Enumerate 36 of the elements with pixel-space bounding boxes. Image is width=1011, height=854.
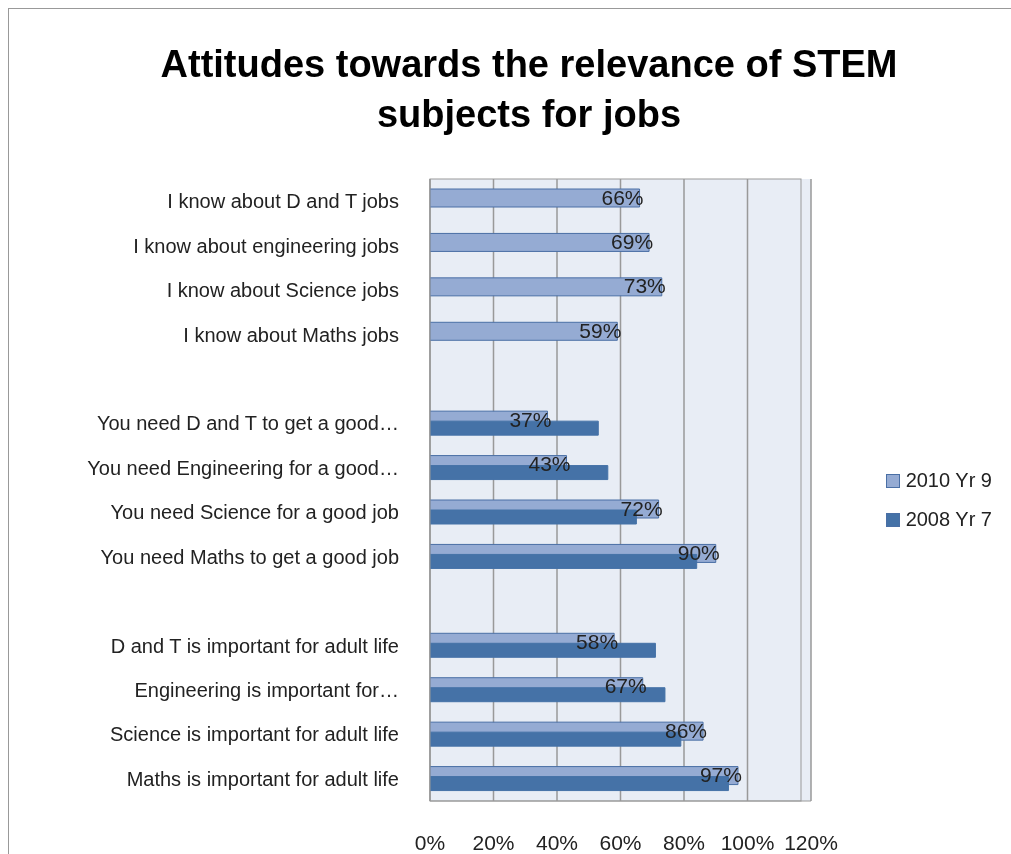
y-tick-label: You need Engineering for a good… — [87, 456, 399, 479]
data-label: 69% — [611, 229, 654, 253]
data-label: 43% — [528, 452, 571, 476]
legend-label: 2010 Yr 9 — [905, 469, 992, 492]
y-tick-label: Science is important for adult life — [109, 723, 399, 746]
y-tick-label: Maths is important for adult life — [126, 767, 399, 790]
data-label: 66% — [601, 185, 644, 209]
x-tick-label: 100% — [720, 830, 775, 854]
x-tick-label: 80% — [662, 830, 706, 854]
data-label: 58% — [576, 629, 619, 653]
x-tick-label: 40% — [535, 830, 579, 854]
legend-label: 2008 Yr 7 — [905, 508, 992, 531]
data-label: 73% — [623, 274, 666, 298]
x-tick-label: 120% — [784, 830, 838, 854]
y-tick-label: I know about D and T jobs — [167, 190, 399, 213]
x-tick-label: 0% — [414, 830, 446, 854]
data-label: 72% — [620, 496, 663, 520]
y-tick-label: I know about engineering jobs — [133, 234, 399, 257]
y-tick-label: Engineering is important for… — [134, 679, 399, 702]
y-tick-label: D and T is important for adult life — [110, 634, 399, 657]
x-tick-label: 60% — [599, 830, 642, 854]
bar — [430, 277, 663, 297]
data-label: 86% — [665, 718, 708, 742]
data-label: 59% — [579, 318, 622, 342]
data-label: 67% — [604, 674, 647, 698]
y-tick-label: You need Maths to get a good job — [100, 545, 399, 568]
y-tick-label: I know about Science jobs — [166, 279, 399, 302]
data-label: 90% — [677, 540, 720, 564]
y-tick-label: You need Science for a good job — [110, 501, 399, 524]
bar — [430, 188, 641, 208]
y-tick-label: You need D and T to get a good… — [96, 412, 399, 435]
chart-title: Attitudes towards the relevance of STEM subjects for jobs — [159, 42, 899, 137]
y-tick-label: I know about Maths jobs — [183, 323, 399, 346]
data-label: 37% — [509, 407, 552, 431]
x-tick-label: 20% — [472, 830, 515, 854]
data-label: 97% — [699, 763, 742, 787]
